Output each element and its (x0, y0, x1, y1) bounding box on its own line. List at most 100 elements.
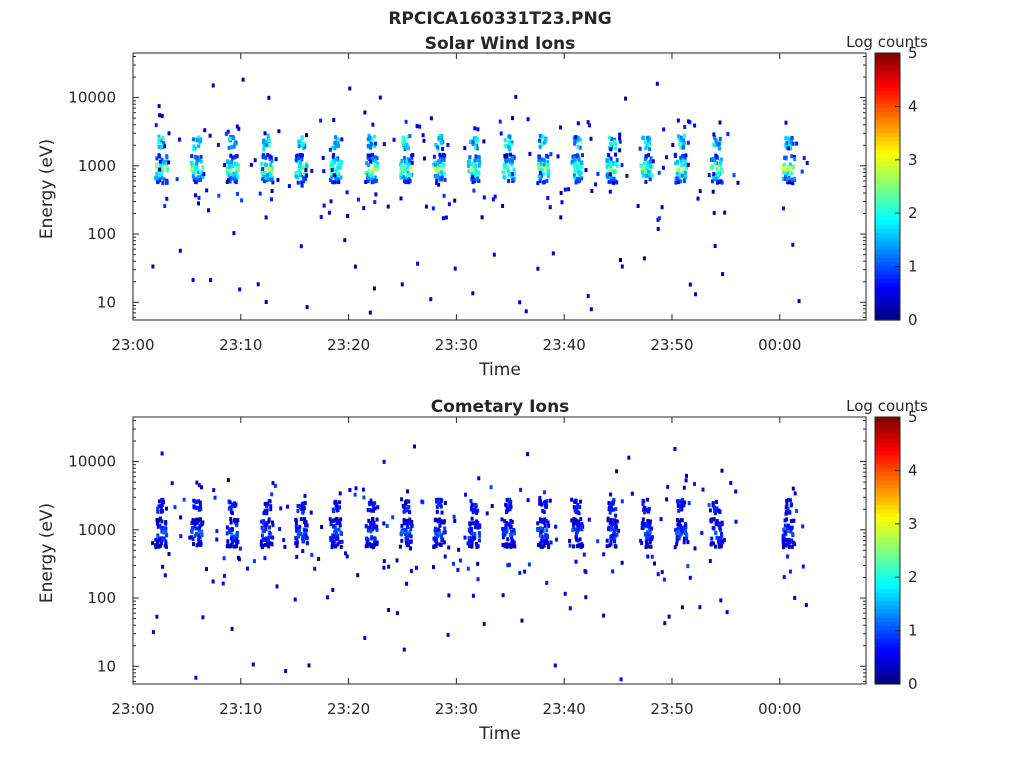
heatmap-cell (457, 547, 461, 552)
heatmap-cell (642, 161, 646, 166)
heatmap-cell (538, 526, 542, 531)
heatmap-cell (334, 169, 338, 174)
heatmap-cell (543, 500, 547, 505)
heatmap-cell (277, 129, 281, 134)
colorbar-segment (875, 521, 900, 527)
heatmap-cell (467, 163, 470, 168)
colorbar-segment (875, 232, 900, 238)
heatmap-cell (264, 166, 268, 171)
heatmap-cell (229, 169, 233, 174)
heatmap-cell (193, 180, 197, 184)
heatmap-cell (684, 153, 688, 158)
heatmap-cell (781, 544, 785, 549)
heatmap-cell (526, 452, 530, 457)
heatmap-cell (553, 663, 557, 668)
heatmap-cell (520, 618, 524, 623)
colorbar-tick-label: 2 (908, 204, 918, 222)
heatmap-cell (236, 174, 239, 179)
heatmap-cell (211, 83, 215, 88)
heatmap-cell (222, 556, 226, 561)
heatmap-cell (440, 510, 444, 515)
heatmap-cell (538, 176, 542, 181)
figure-title: RPCICA160331T23.PNG (388, 9, 611, 29)
heatmap-cell (718, 172, 722, 176)
heatmap-cell (786, 506, 790, 511)
colorbar-segment (875, 492, 900, 497)
heatmap-cell (477, 538, 481, 543)
colorbar-segment (875, 458, 900, 464)
x-tick-label: 23:10 (219, 700, 262, 718)
heatmap-cell (268, 499, 272, 504)
heatmap-cell (662, 127, 666, 132)
heatmap-cell (439, 140, 443, 145)
heatmap-cell (612, 498, 616, 502)
heatmap-cell (158, 536, 162, 541)
heatmap-cell (674, 527, 678, 532)
heatmap-cell (160, 525, 164, 530)
colorbar-segment (875, 119, 900, 125)
heatmap-cell (438, 164, 442, 169)
heatmap-cell (402, 163, 406, 168)
heatmap-cell (368, 153, 372, 158)
heatmap-cell (577, 169, 581, 174)
heatmap-cell (223, 163, 227, 168)
heatmap-cell (199, 159, 203, 164)
heatmap-cell (679, 524, 683, 528)
y-tick-label: 10 (97, 657, 116, 675)
colorbar-tick-label: 5 (908, 408, 918, 426)
heatmap-cell (234, 180, 238, 185)
heatmap-cell (683, 133, 687, 138)
heatmap-cell (333, 146, 337, 151)
heatmap-cell (408, 530, 412, 535)
colorbar-segment (875, 675, 900, 681)
heatmap-cell (264, 139, 268, 144)
heatmap-cell (715, 506, 719, 511)
heatmap-cell (268, 541, 272, 546)
heatmap-cell (613, 141, 617, 146)
heatmap-cell (199, 139, 203, 144)
heatmap-cell (641, 517, 645, 522)
heatmap-cell (375, 527, 379, 532)
heatmap-cell (596, 539, 600, 544)
colorbar-segment (875, 315, 900, 321)
heatmap-cell (263, 509, 267, 514)
heatmap-cell (712, 526, 716, 531)
heatmap-cell (439, 534, 443, 539)
heatmap-cell (378, 95, 382, 100)
heatmap-cell (718, 120, 722, 125)
heatmap-cell (267, 535, 271, 540)
heatmap-cell (712, 132, 716, 137)
heatmap-cell (303, 519, 306, 524)
heatmap-cell (510, 159, 514, 164)
colorbar-segment (875, 567, 900, 572)
heatmap-cell (610, 527, 614, 532)
heatmap-cell (231, 171, 235, 176)
heatmap-cell (647, 153, 651, 158)
heatmap-cell (576, 177, 580, 182)
heatmap-cell (676, 500, 680, 505)
heatmap-cell (468, 522, 472, 527)
heatmap-cell (238, 546, 242, 551)
colorbar-segment (875, 558, 900, 564)
heatmap-cell (295, 540, 299, 545)
heatmap-cell (440, 176, 444, 181)
heatmap-cell (471, 521, 475, 526)
heatmap-cell (193, 524, 197, 528)
heatmap-cell (456, 567, 460, 572)
heatmap-cell (542, 180, 545, 185)
heatmap-cell (197, 541, 201, 546)
heatmap-cell (340, 539, 344, 544)
heatmap-cell (246, 566, 249, 571)
colorbar-segment (875, 517, 900, 522)
heatmap-cell (793, 542, 797, 547)
colorbar-segment (875, 115, 900, 121)
heatmap-cell (641, 174, 645, 179)
heatmap-cell (192, 147, 196, 152)
heatmap-cell (190, 526, 194, 531)
heatmap-cell (641, 167, 645, 172)
heatmap-cell (471, 180, 475, 185)
heatmap-cell (440, 134, 444, 138)
heatmap-cell (261, 543, 265, 548)
heatmap-cell (304, 534, 308, 539)
heatmap-cell (230, 160, 233, 165)
